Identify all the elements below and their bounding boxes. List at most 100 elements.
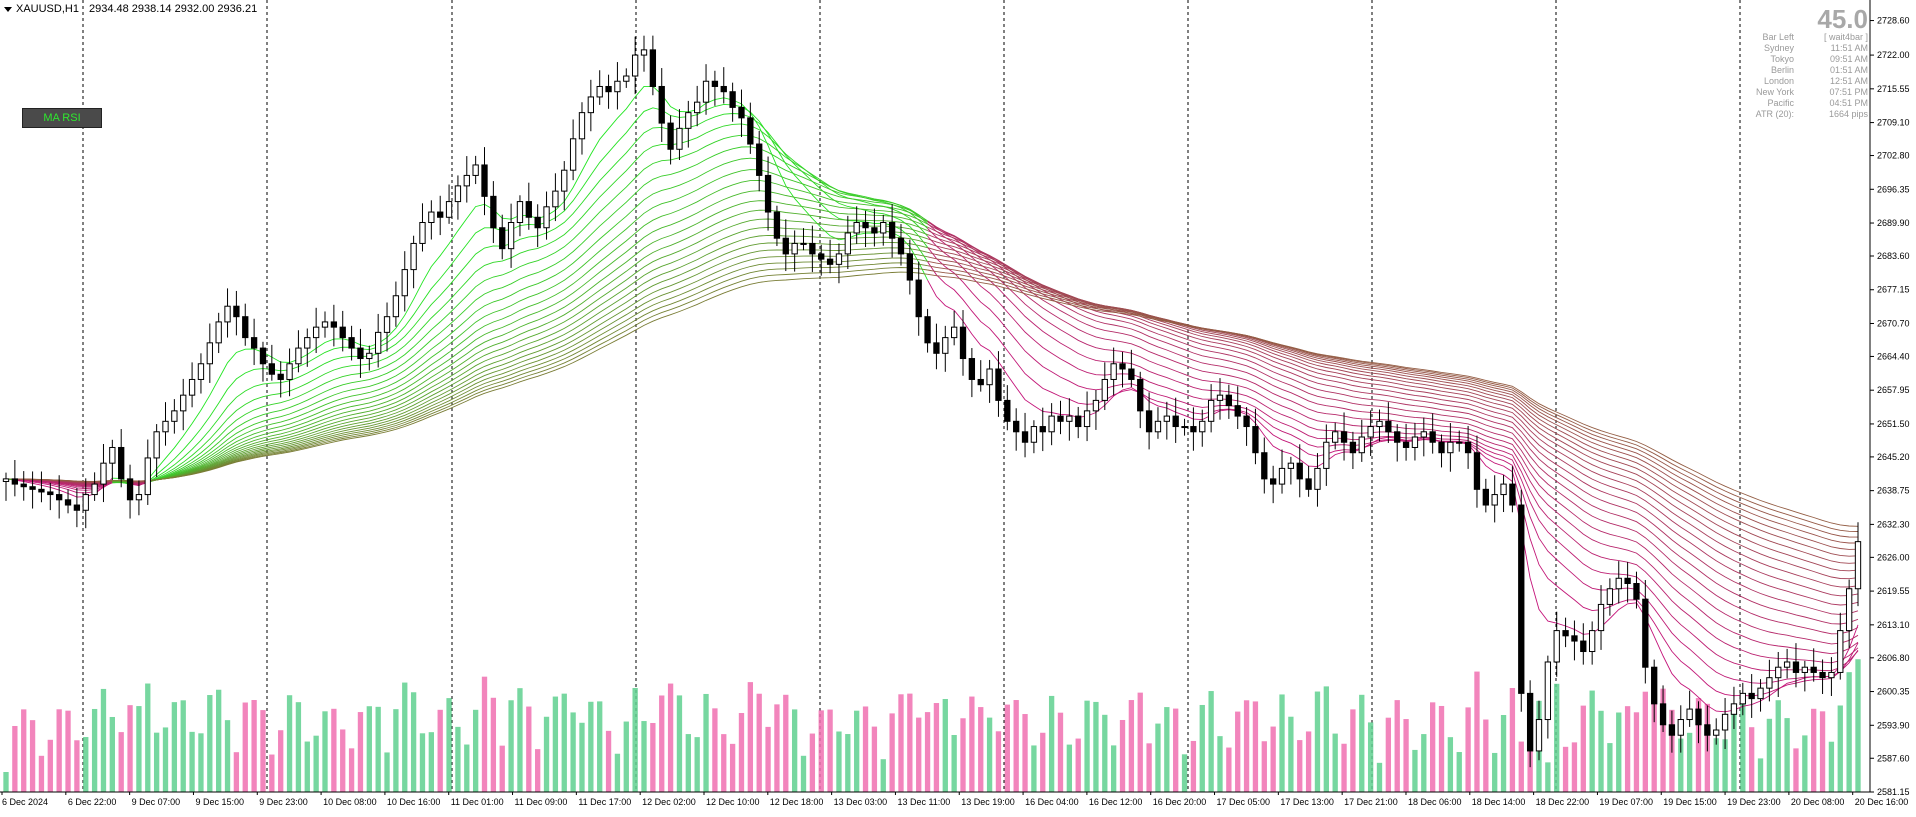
candle-bull (287, 364, 292, 380)
volume-bar (500, 746, 505, 792)
volume-bar (1200, 705, 1205, 792)
volume-bar (1625, 706, 1630, 792)
info-key: New York (1712, 87, 1794, 98)
info-key: Bar Left (1712, 32, 1794, 43)
volume-bar (473, 710, 478, 792)
volume-bar (446, 698, 451, 792)
candle-bull (1767, 678, 1772, 688)
time-tick-label: 9 Dec 15:00 (195, 797, 244, 807)
candle-bear (119, 447, 124, 478)
candle-bear (765, 175, 770, 212)
candle-bull (1279, 468, 1284, 484)
candle-bear (730, 92, 735, 108)
volume-bar (384, 752, 389, 792)
candle-bear (1076, 416, 1081, 426)
candle-bear (783, 238, 788, 254)
volume-bar (358, 712, 363, 792)
price-tick-label: 2600.35 (1877, 687, 1910, 697)
candle-bear (1652, 667, 1657, 704)
price-tick-label: 2670.70 (1877, 318, 1910, 328)
candle-bull (384, 317, 389, 333)
big-value: 45.0 (1708, 6, 1868, 32)
volume-bar (1084, 701, 1089, 792)
volume-bar (491, 698, 496, 792)
candle-bear (1058, 416, 1063, 421)
price-tick-label: 2619.55 (1877, 586, 1910, 596)
candle-bear (48, 492, 53, 495)
volume-bar (1758, 758, 1763, 792)
candle-bull (1084, 411, 1089, 427)
volume-bar (1820, 711, 1825, 792)
volume-bar (872, 727, 877, 792)
candle-bull (1846, 589, 1851, 631)
candle-bear (438, 212, 443, 217)
volume-bar (48, 740, 53, 792)
candle-bear (1519, 505, 1524, 693)
volume-bar (819, 710, 824, 792)
volume-bar (916, 718, 921, 792)
volume-bar (1297, 740, 1302, 792)
time-tick-label: 18 Dec 14:00 (1472, 797, 1526, 807)
volume-bar (1102, 715, 1107, 792)
candle-bear (1040, 427, 1045, 432)
volume-bar (588, 702, 593, 792)
volume-bar (659, 695, 664, 792)
candle-bear (340, 327, 345, 337)
info-key: Tokyo (1712, 54, 1794, 65)
ma-ribbon-line (928, 224, 1858, 654)
candle-bull (1678, 720, 1683, 736)
candle-bear (1306, 479, 1311, 489)
ma-rsi-button[interactable]: MA RSI (22, 108, 102, 128)
volume-bar (562, 694, 567, 792)
ma-ribbon-line (148, 114, 928, 483)
time-tick-label: 11 Dec 01:00 (451, 797, 504, 807)
ma-ribbon (6, 86, 1858, 711)
info-value: [ wait4bar ] (1802, 32, 1868, 43)
candle-bull (1208, 400, 1213, 421)
candle-bear (1191, 427, 1196, 432)
volume-bar (1129, 700, 1134, 792)
volume-bar (827, 710, 832, 792)
volume-bar (1191, 741, 1196, 792)
ma-ribbon-line (148, 248, 928, 481)
volume-bar (313, 736, 318, 792)
candle-bull (1031, 427, 1036, 443)
volume-bar (1749, 727, 1754, 792)
volume-bar (1439, 706, 1444, 792)
candle-bear (1634, 584, 1639, 600)
ma-ribbon-line (928, 239, 1858, 579)
volume-bar (1829, 742, 1834, 792)
volume-bar (1616, 713, 1621, 792)
candle-bear (1439, 442, 1444, 452)
time-tick-label: 13 Dec 11:00 (897, 797, 950, 807)
candle-bear (1262, 453, 1267, 479)
candle-bull (517, 202, 522, 223)
volume-bar (624, 722, 629, 792)
time-tick-label: 18 Dec 22:00 (1536, 797, 1590, 807)
volume-bar (757, 694, 762, 792)
volume-bar (136, 706, 141, 792)
volume-bar (1049, 696, 1054, 792)
ma-ribbon-line (148, 147, 928, 483)
volume-bar (739, 713, 744, 792)
volume-bar (1767, 719, 1772, 792)
volume-bar (1643, 692, 1648, 792)
symbol-header[interactable]: XAUUSD,H1 2934.48 2938.14 2932.00 2936.2… (4, 3, 257, 15)
volume-bar (1811, 709, 1816, 792)
volume-bar (1111, 745, 1116, 792)
candle-bull (632, 55, 637, 76)
volume-bar (1173, 709, 1178, 792)
dropdown-triangle-icon[interactable] (4, 7, 12, 12)
volume-bar (544, 717, 549, 792)
info-value: 1664 pips (1802, 109, 1868, 120)
candle-bull (1315, 468, 1320, 489)
candle-bear (934, 343, 939, 353)
candle-bull (1802, 667, 1807, 672)
volume-bar (730, 744, 735, 792)
volume-bar (1350, 709, 1355, 792)
candle-bear (774, 212, 779, 238)
volume-bar (606, 731, 611, 792)
volume-bar (1448, 737, 1453, 792)
